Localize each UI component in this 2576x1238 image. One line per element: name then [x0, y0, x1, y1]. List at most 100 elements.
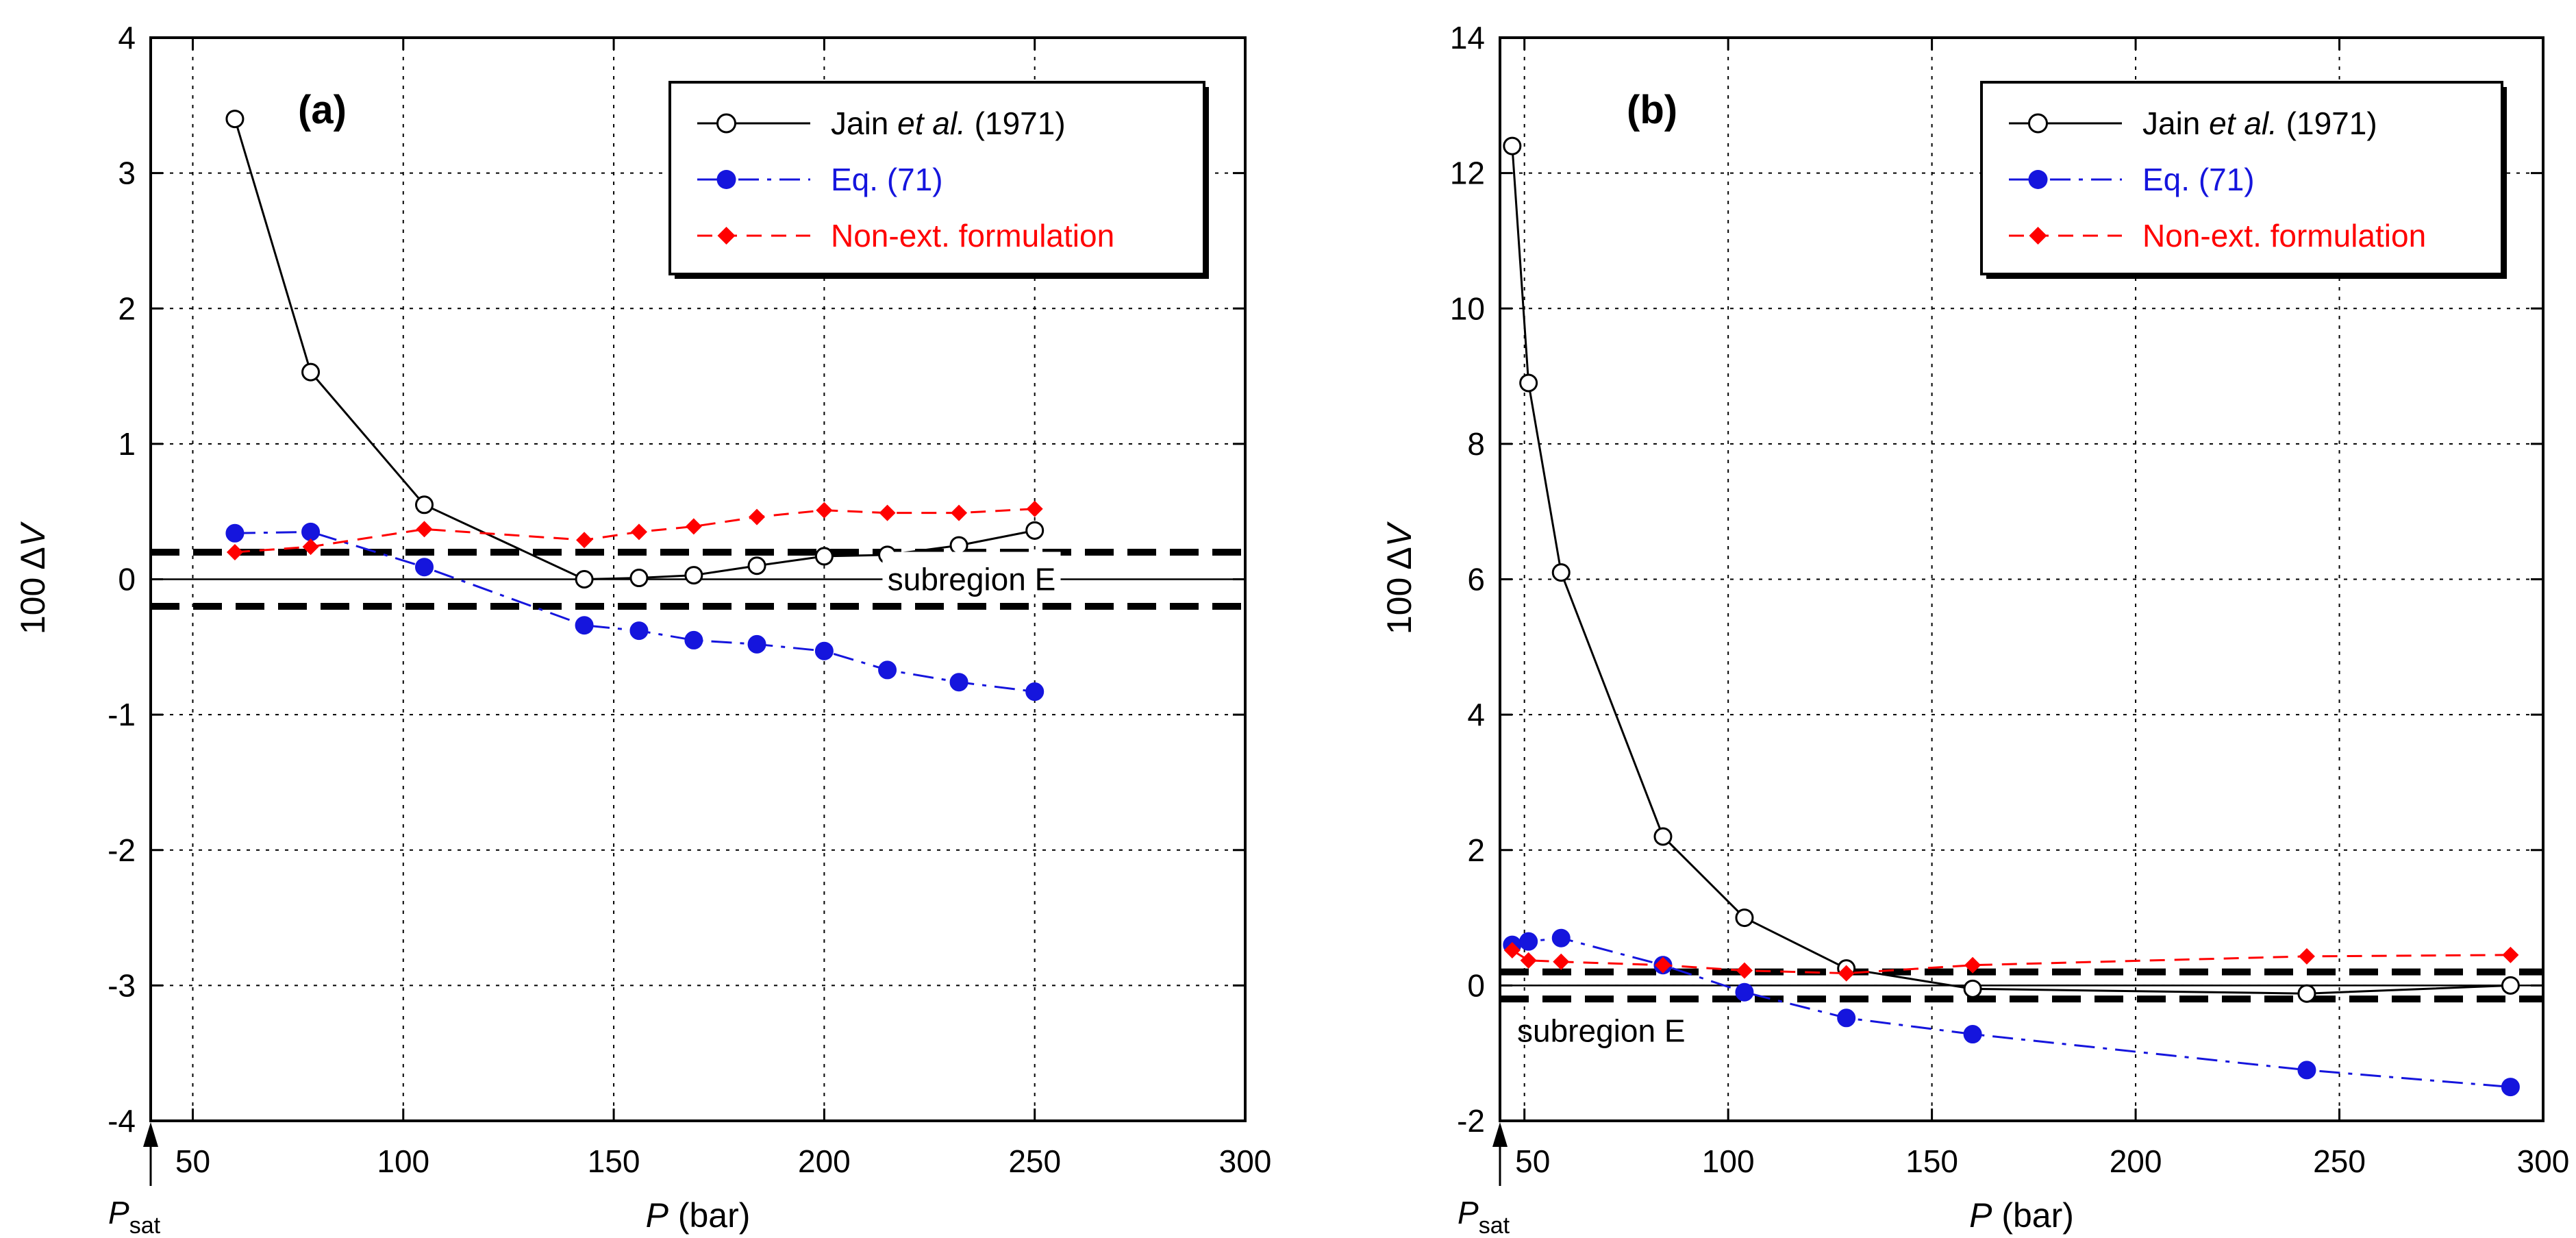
y-axis-prefix: 100 Δ	[1380, 547, 1418, 634]
data-point	[225, 523, 245, 543]
data-point	[1735, 982, 1754, 1002]
legend-label-italic: et al.	[897, 106, 966, 141]
chart-panel-a: 50 100 150 200 250 300 -4 -3 -2 -1 0 1 2 3 4 P (bar) 100…	[14, 20, 1271, 1238]
panel-label: (a)	[298, 88, 347, 132]
y-tick-label: 6	[1467, 562, 1485, 597]
data-point	[1025, 521, 1045, 540]
data-point	[879, 504, 896, 521]
data-point	[629, 621, 649, 641]
data-point	[684, 630, 703, 649]
legend-swatch-marker	[716, 170, 736, 189]
data-point	[2502, 946, 2519, 963]
y-tick-label: -4	[108, 1103, 136, 1139]
legend-swatch-marker	[2028, 113, 2048, 134]
data-point	[747, 634, 766, 654]
data-point	[878, 660, 897, 680]
data-point	[415, 495, 434, 515]
series-1	[225, 522, 1045, 702]
data-point	[2501, 976, 2520, 995]
data-point	[816, 502, 833, 519]
x-tick-label: 250	[2313, 1143, 2366, 1179]
x-axis-var: P	[1969, 1196, 1992, 1235]
data-point	[1837, 1008, 1856, 1028]
data-point	[1025, 682, 1045, 702]
x-tick-label: 300	[1219, 1143, 1272, 1179]
y-axis-var: V	[1380, 521, 1418, 547]
y-tick-label: 0	[118, 562, 136, 597]
y-axis-label: 100 ΔV	[1380, 521, 1418, 634]
data-point	[629, 569, 649, 588]
legend-label: Jain et al. (1971)	[2142, 106, 2377, 141]
y-tick-label: 4	[1467, 697, 1485, 732]
legend-label: Non-ext. formulation	[831, 218, 1114, 253]
series-line	[234, 508, 1035, 554]
x-tick-label: 50	[175, 1143, 210, 1179]
data-point	[1503, 136, 1522, 156]
subregion-label-bg	[882, 552, 1061, 595]
data-point	[1551, 563, 1571, 582]
data-point	[2297, 1061, 2316, 1080]
data-point	[685, 518, 702, 535]
psat-label: Psat	[108, 1195, 161, 1238]
data-point	[2298, 948, 2315, 965]
data-point	[2501, 1078, 2520, 1097]
data-point	[415, 558, 434, 577]
x-axis-unit: (bar)	[1992, 1196, 2073, 1235]
data-point	[951, 504, 968, 521]
data-point	[814, 547, 834, 566]
subregion-label: subregion E	[888, 562, 1056, 597]
y-axis-prefix: 100 Δ	[14, 547, 52, 634]
legend-swatch-marker	[2028, 170, 2048, 189]
legend-label: Jain et al. (1971)	[831, 106, 1066, 141]
chart-panel-b: 50 100 150 200 250 300 -2 0 2 4 6 8 10 12 14 P (bar) 100…	[1380, 20, 2569, 1238]
data-point	[2297, 984, 2316, 1003]
psat-label-sub: sat	[1479, 1213, 1510, 1238]
legend: Jain et al. (1971) Eq. (71) Non-ext. formu…	[1980, 81, 2507, 279]
y-tick-label: 10	[1450, 290, 1485, 326]
data-point	[949, 673, 968, 692]
x-axis-unit: (bar)	[668, 1196, 750, 1235]
data-point	[749, 508, 766, 525]
series-1	[1503, 928, 2520, 1097]
data-point	[1838, 965, 1855, 982]
y-tick-label: -3	[108, 967, 136, 1003]
y-tick-label: -1	[108, 697, 136, 732]
series-line	[234, 530, 1035, 693]
x-tick-label: 100	[377, 1143, 429, 1179]
legend-swatch-marker	[717, 227, 736, 245]
data-point	[1551, 928, 1571, 948]
legend-swatch-marker	[2029, 227, 2047, 245]
data-point	[1735, 908, 1754, 928]
legend-label: Eq. (71)	[2142, 162, 2255, 197]
psat-arrow-head	[143, 1122, 158, 1147]
data-point	[1653, 827, 1673, 846]
x-tick-label: 50	[1515, 1143, 1550, 1179]
data-point	[1026, 500, 1043, 517]
legend-label: Non-ext. formulation	[2142, 218, 2426, 253]
psat-label-main: P	[1458, 1195, 1479, 1230]
subregion-label: subregion E	[1517, 1013, 1686, 1049]
legend-label-italic: et al.	[2209, 106, 2277, 141]
data-point	[1654, 956, 1671, 974]
data-point	[1964, 956, 1981, 974]
plot-area	[225, 110, 1045, 702]
data-point	[575, 616, 594, 635]
y-tick-label: 4	[118, 20, 136, 55]
x-tick-label: 150	[588, 1143, 640, 1179]
x-tick-label: 250	[1008, 1143, 1061, 1179]
x-axis-label: P (bar)	[1969, 1196, 2074, 1235]
plot-frame	[149, 36, 1247, 1122]
data-point	[301, 362, 321, 382]
data-point	[1736, 962, 1753, 979]
series-0	[225, 110, 1045, 589]
data-point	[1963, 979, 1982, 998]
x-tick-label: 150	[1905, 1143, 1958, 1179]
panel-label: (b)	[1627, 88, 1677, 132]
plot-frame	[1499, 36, 2544, 1122]
data-point	[575, 570, 594, 589]
legend-label: Eq. (71)	[831, 162, 943, 197]
x-axis-label: P (bar)	[646, 1196, 751, 1235]
x-tick-label: 300	[2517, 1143, 2570, 1179]
data-point	[225, 110, 245, 129]
